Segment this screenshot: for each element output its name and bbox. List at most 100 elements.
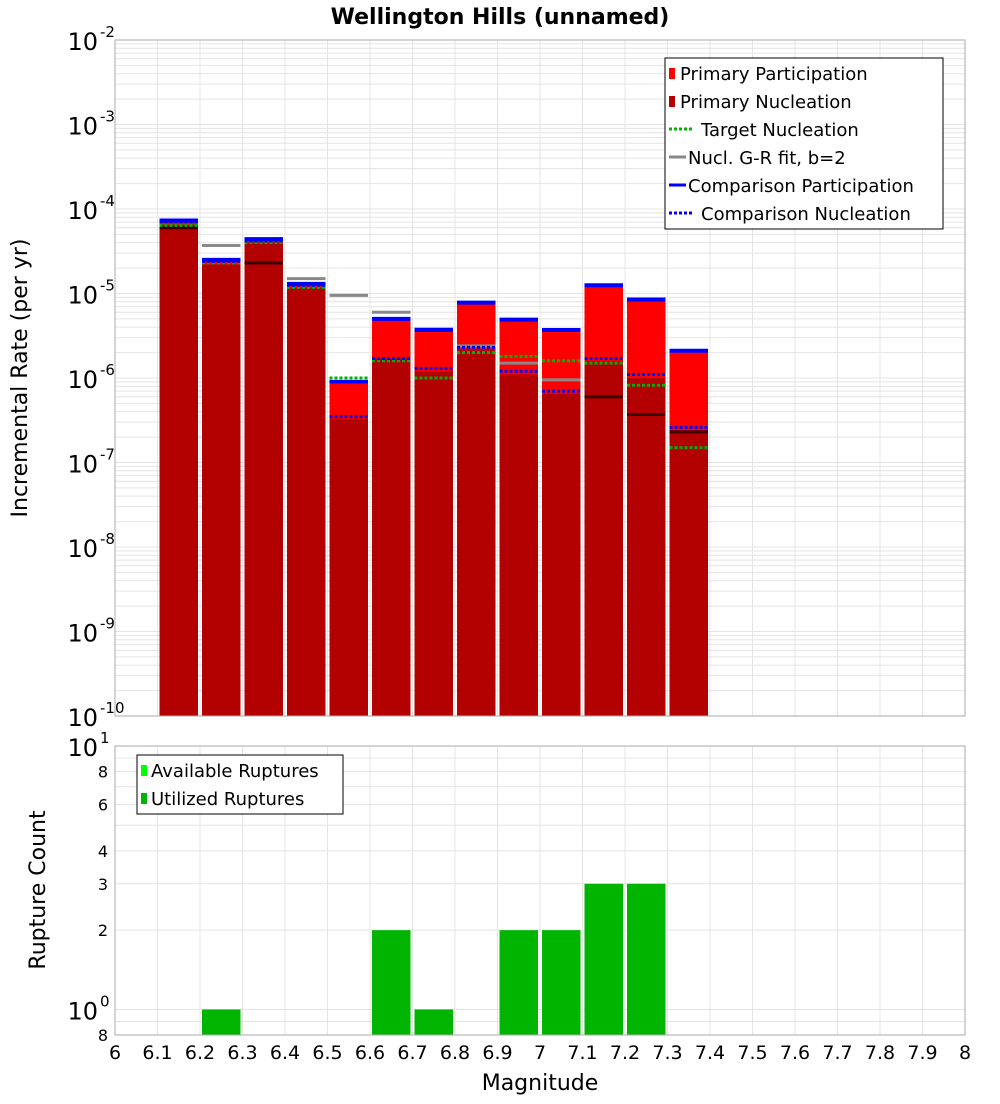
count-y-tick-label: 10: [67, 997, 98, 1025]
count-x-tick-label: 7.3: [652, 1042, 682, 1064]
rate-y-tick-label: 10: [67, 197, 98, 225]
rate-y-tick-exponent: -6: [100, 361, 115, 379]
count-legend-swatch: [141, 765, 147, 776]
rate-y-tick-exponent: -5: [100, 277, 115, 295]
count-x-tick-label: 6.6: [355, 1042, 385, 1064]
count-bars: [202, 883, 666, 1035]
count-legend-label: Utilized Ruptures: [151, 789, 304, 810]
rate-y-tick-label: 10: [67, 28, 98, 56]
rate-y-tick-exponent: -7: [100, 446, 115, 464]
rate-y-tick-exponent: -9: [100, 615, 115, 633]
nucleation-bar: [627, 378, 666, 716]
nucleation-bar: [669, 430, 708, 716]
nucleation-bar: [159, 224, 198, 716]
nucleation-bar: [542, 393, 581, 716]
rate-y-tick-exponent: -3: [100, 108, 115, 126]
rate-y-tick-exponent: -4: [100, 192, 115, 210]
nucleation-bar: [584, 360, 623, 716]
nucleation-bar: [329, 418, 368, 716]
count-x-tick-label: 6.9: [482, 1042, 512, 1064]
count-x-tick-label: 7.9: [907, 1042, 937, 1064]
count-x-ticks: 6 6.1 6.2 6.3 6.4 6.5 6.6 6.7 6.8 6.9 7 7.1 7.2 7.3 7.…: [109, 1042, 971, 1064]
rate-markers: [159, 218, 708, 450]
nucleation-bar: [287, 288, 326, 716]
count-x-tick-label: 7.8: [865, 1042, 895, 1064]
nucleation-bar: [414, 371, 453, 716]
rate-y-tick-label: 10: [67, 620, 98, 648]
count-x-tick-label: 6.3: [227, 1042, 257, 1064]
count-y-tick-exponent: 0: [100, 992, 110, 1010]
utilized-ruptures-bar: [499, 930, 538, 1035]
count-legend-box: [136, 754, 344, 815]
count-x-tick-label: 6.2: [185, 1042, 215, 1064]
rate-y-tick-exponent: -2: [100, 23, 115, 41]
nucleation-bar: [244, 242, 283, 717]
rate-legend-label: Nucl. G-R fit, b=2: [688, 148, 846, 169]
rate-y-tick-exponent: -10: [100, 699, 125, 717]
nucleation-bar: [457, 349, 496, 716]
rate-legend-swatch: [669, 96, 675, 107]
rate-y-tick-label: 10: [67, 113, 98, 141]
count-legend: Available Ruptures Utilized Ruptures: [136, 754, 344, 815]
rate-legend-label: Target Nucleation: [700, 120, 859, 141]
count-y-tick-label: 3: [98, 875, 108, 894]
chart-title: Wellington Hills (unnamed): [331, 5, 670, 30]
count-legend-label: Available Ruptures: [151, 761, 319, 782]
utilized-ruptures-bar: [627, 883, 666, 1035]
rate-y-tick-label: 10: [67, 366, 98, 394]
count-x-tick-label: 6.8: [440, 1042, 470, 1064]
rate-y-axis-label: Incremental Rate (per yr): [8, 239, 33, 518]
count-x-tick-label: 7: [534, 1042, 546, 1064]
count-x-tick-label: 8: [959, 1042, 971, 1064]
rate-legend-swatch: [669, 68, 675, 79]
count-y-tick-label: 2: [98, 921, 108, 940]
count-y-tick-label: 8: [98, 763, 108, 782]
rate-y-tick-label: 10: [67, 282, 98, 310]
count-y-axis-label: Rupture Count: [26, 810, 51, 970]
count-x-axis-label: Magnitude: [482, 1071, 599, 1096]
count-x-tick-label: 6.7: [397, 1042, 427, 1064]
count-y-tick-label: 4: [98, 842, 108, 861]
count-x-tick-label: 7.7: [822, 1042, 852, 1064]
count-x-tick-label: 6: [109, 1042, 121, 1064]
utilized-ruptures-bar: [584, 883, 623, 1035]
count-x-tick-label: 6.1: [142, 1042, 172, 1064]
count-y-tick-label: 8: [98, 1026, 108, 1045]
utilized-ruptures-bar: [414, 1009, 453, 1035]
nucleation-bar: [202, 264, 241, 716]
rate-y-tick-label: 10: [67, 535, 98, 563]
count-plot-frame: [114, 745, 966, 1036]
count-x-tick-label: 7.2: [610, 1042, 640, 1064]
rate-y-tick-label: 10: [67, 704, 98, 732]
utilized-ruptures-bar: [372, 930, 411, 1035]
rate-legend-label: Primary Participation: [680, 64, 868, 85]
count-x-tick-label: 6.4: [270, 1042, 300, 1064]
nucleation-bar: [372, 358, 411, 716]
count-x-tick-label: 7.4: [695, 1042, 725, 1064]
nucleation-bar: [499, 374, 538, 716]
rate-y-tick-exponent: -8: [100, 530, 115, 548]
count-x-tick-label: 6.5: [312, 1042, 342, 1064]
rate-plot-frame: [114, 39, 966, 717]
utilized-ruptures-bar: [202, 1009, 241, 1035]
rate-legend-label: Comparison Nucleation: [701, 204, 911, 225]
count-legend-swatch: [141, 793, 147, 804]
count-x-tick-label: 7.5: [737, 1042, 767, 1064]
utilized-ruptures-bar: [542, 930, 581, 1035]
rate-legend: Primary Participation Primary Nucleation T…: [664, 57, 944, 230]
count-y-tick-label: 10: [67, 734, 98, 762]
rate-bars: [159, 222, 708, 717]
count-y-tick-exponent: 1: [100, 729, 110, 747]
rate-y-tick-label: 10: [67, 451, 98, 479]
rate-legend-label: Primary Nucleation: [680, 92, 852, 113]
count-y-tick-label: 6: [98, 795, 108, 814]
rate-legend-box: [664, 57, 944, 230]
count-x-tick-label: 7.6: [780, 1042, 810, 1064]
rate-legend-label: Comparison Participation: [688, 176, 914, 197]
